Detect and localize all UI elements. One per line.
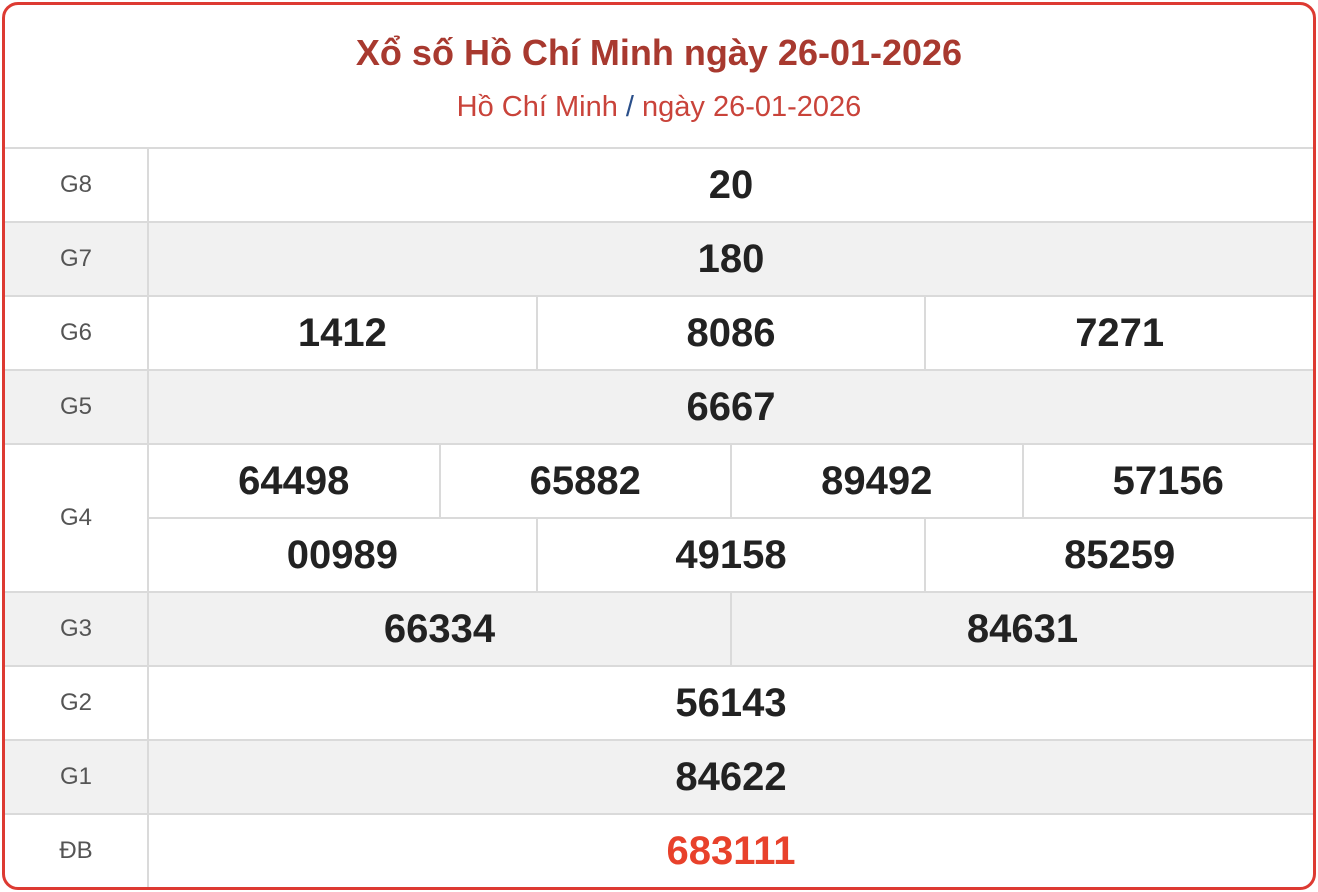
prize-value-row: 66334 84631	[149, 593, 1313, 665]
prize-number: 84631	[730, 593, 1313, 665]
prize-number: 84622	[675, 754, 787, 799]
breadcrumb-separator: /	[625, 91, 634, 123]
prize-row-g1: G1 84622	[5, 741, 1313, 815]
page-title: Xổ số Hồ Chí Minh ngày 26-01-2026	[355, 32, 963, 73]
prize-number: 180	[697, 236, 765, 281]
prize-value-row: 84622	[149, 741, 1313, 813]
prize-number: 6667	[686, 384, 776, 429]
prize-label: G4	[5, 445, 149, 591]
prize-number: 20	[708, 162, 754, 207]
prize-number: 1412	[297, 310, 387, 355]
prize-number: 65882	[438, 445, 731, 517]
prize-value-row: 683111	[149, 815, 1313, 887]
prize-value-row: 1412 8086 7271	[149, 297, 1313, 369]
prize-value-row: 56143	[149, 667, 1313, 739]
prize-label: G5	[5, 371, 149, 443]
breadcrumb: Hồ Chí Minh / ngày 26-01-2026	[5, 89, 1313, 125]
prize-value-row: 64498 65882 89492 57156	[149, 445, 1313, 517]
prize-number: 89492	[730, 445, 1022, 517]
prize-number: 8086	[535, 297, 925, 369]
prize-values: 64498 65882 89492 57156 00989 49158 85259	[149, 445, 1313, 591]
prize-values: 180	[149, 223, 1313, 295]
prize-values: 66334 84631	[149, 593, 1313, 665]
prize-row-g5: G5 6667	[5, 371, 1313, 445]
prize-number: 49158	[535, 519, 925, 591]
special-prize-number: 683111	[666, 828, 796, 873]
prize-values: 6667	[149, 371, 1313, 443]
prize-values: 20	[149, 149, 1313, 221]
prize-row-special: ĐB 683111	[5, 815, 1313, 887]
prize-values: 1412 8086 7271	[149, 297, 1313, 369]
prize-value-row: 6667	[149, 371, 1313, 443]
prize-number: 64498	[238, 458, 350, 503]
prize-row-g2: G2 56143	[5, 667, 1313, 741]
prize-values: 683111	[149, 815, 1313, 887]
prize-number: 66334	[383, 606, 496, 651]
prize-number: 57156	[1021, 445, 1314, 517]
prize-label: G8	[5, 149, 149, 221]
prize-label: G7	[5, 223, 149, 295]
results-table: G8 20 G7 180 G6 1412 8086 7271 G5 6667 G4 64498 6588…	[5, 147, 1313, 887]
prize-row-g3: G3 66334 84631	[5, 593, 1313, 667]
prize-number: 85259	[924, 519, 1313, 591]
prize-row-g7: G7 180	[5, 223, 1313, 297]
breadcrumb-date-link[interactable]: ngày 26-01-2026	[642, 91, 862, 123]
prize-row-g6: G6 1412 8086 7271	[5, 297, 1313, 371]
prize-value-row: 20	[149, 149, 1313, 221]
prize-values: 56143	[149, 667, 1313, 739]
prize-label: G3	[5, 593, 149, 665]
result-header: Xổ số Hồ Chí Minh ngày 26-01-2026 Hồ Chí…	[5, 5, 1313, 147]
prize-row-g4: G4 64498 65882 89492 57156 00989 49158 85259	[5, 445, 1313, 593]
prize-label: G1	[5, 741, 149, 813]
prize-value-row: 00989 49158 85259	[149, 517, 1313, 591]
prize-label: ĐB	[5, 815, 149, 887]
prize-values: 84622	[149, 741, 1313, 813]
prize-number: 56143	[675, 680, 787, 725]
breadcrumb-city-link[interactable]: Hồ Chí Minh	[456, 91, 618, 123]
prize-number: 00989	[286, 532, 398, 577]
prize-label: G6	[5, 297, 149, 369]
prize-label: G2	[5, 667, 149, 739]
prize-value-row: 180	[149, 223, 1313, 295]
prize-row-g8: G8 20	[5, 149, 1313, 223]
prize-number: 7271	[924, 297, 1313, 369]
